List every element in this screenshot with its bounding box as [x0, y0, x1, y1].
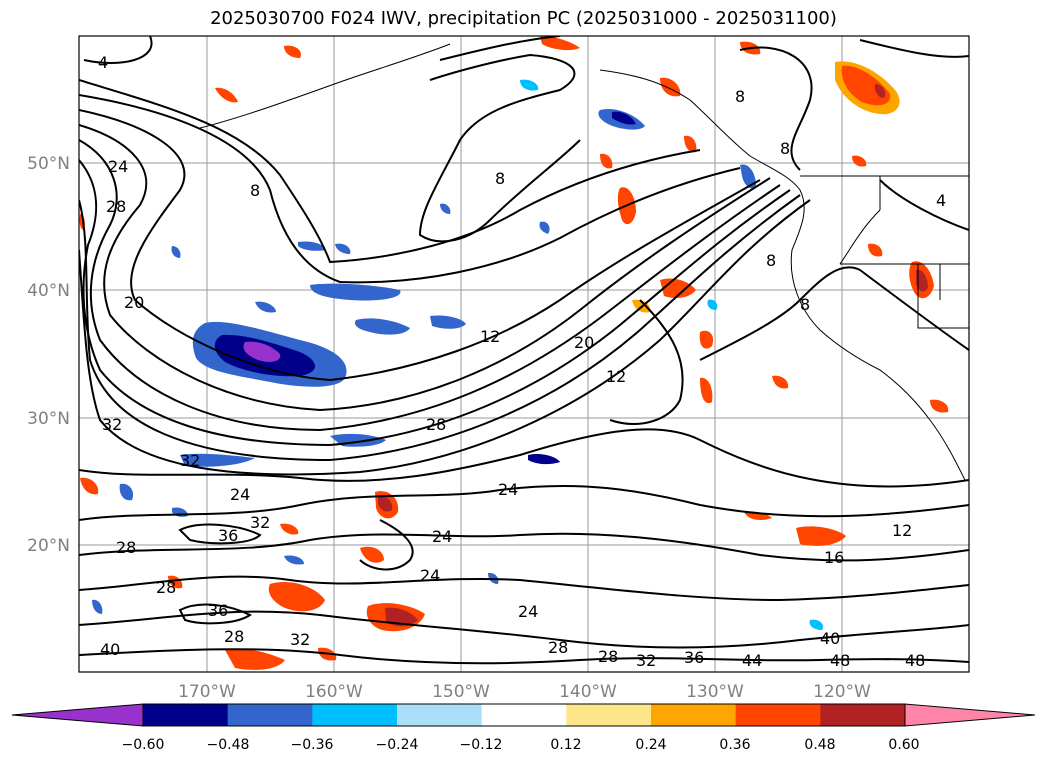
colorbar-segments — [11, 703, 1036, 727]
contour-label: 24 — [230, 485, 250, 504]
contour-label: 36 — [684, 648, 704, 667]
lat-label: 30°N — [27, 409, 70, 429]
contour-label: 24 — [108, 157, 128, 176]
contour-labels: 4 4 8 8 8 8 8 8 12 12 12 16 20 20 24 24 … — [98, 53, 946, 670]
contour-label: 24 — [432, 527, 452, 546]
map-title: 2025030700 F024 IWV, precipitation PC (2… — [210, 8, 837, 29]
colorbar-tick-labels: −0.60 −0.48 −0.36 −0.24 −0.12 0.12 0.24 … — [122, 737, 920, 753]
contour-label: 28 — [548, 638, 568, 657]
contour-label: 8 — [780, 139, 790, 158]
contour-label: 32 — [250, 513, 270, 532]
contour-label: 32 — [180, 451, 200, 470]
contour-label: 16 — [824, 548, 844, 567]
colorbar-segment — [397, 704, 483, 726]
contour-label: 28 — [224, 627, 244, 646]
contour-label: 36 — [208, 601, 228, 620]
contour-label: 8 — [495, 169, 505, 188]
contour-label: 4 — [936, 191, 946, 210]
colorbar-tick-label: 0.48 — [804, 737, 835, 753]
contour-label: 32 — [290, 630, 310, 649]
lon-label: 170°W — [178, 682, 236, 702]
colorbar-tick-label: −0.12 — [460, 737, 503, 753]
contour-label: 28 — [106, 197, 126, 216]
colorbar-extension-low — [11, 703, 144, 727]
lat-label: 50°N — [27, 154, 70, 174]
contour-label: 8 — [766, 251, 776, 270]
lat-label: 20°N — [27, 536, 70, 556]
colorbar-segment — [820, 704, 906, 726]
colorbar-tick-label: −0.36 — [291, 737, 334, 753]
colorbar-segment — [735, 704, 821, 726]
contour-label: 24 — [498, 480, 518, 499]
colorbar-extension-high — [904, 703, 1036, 727]
colorbar-tick-label: −0.24 — [376, 737, 419, 753]
contour-label: 4 — [98, 53, 108, 72]
contour-label: 28 — [598, 647, 618, 666]
lon-label: 130°W — [686, 682, 744, 702]
contour-label: 24 — [420, 566, 440, 585]
contour-label: 12 — [892, 521, 912, 540]
lon-label: 150°W — [432, 682, 490, 702]
contour-label: 8 — [250, 181, 260, 200]
lon-label: 120°W — [813, 682, 871, 702]
colorbar-tick-label: 0.12 — [550, 737, 581, 753]
lon-label: 160°W — [305, 682, 363, 702]
colorbar-tick-label: 0.60 — [888, 737, 919, 753]
contour-label: 8 — [800, 295, 810, 314]
map-frame — [78, 35, 970, 673]
colorbar-segment — [651, 704, 737, 726]
contour-label: 48 — [905, 651, 925, 670]
contour-label: 12 — [606, 367, 626, 386]
contour-label: 32 — [636, 651, 656, 670]
lat-label: 40°N — [27, 281, 70, 301]
precip-positive-shading — [79, 36, 949, 670]
colorbar: −0.60 −0.48 −0.36 −0.24 −0.12 0.12 0.24 … — [11, 703, 1036, 753]
contour-label: 28 — [156, 578, 176, 597]
contour-label: 20 — [124, 293, 144, 312]
contour-label: 40 — [820, 629, 840, 648]
precip-negative-shading — [92, 79, 824, 630]
iwv-contours — [79, 36, 969, 665]
colorbar-segment — [312, 704, 398, 726]
contour-label: 40 — [100, 640, 120, 659]
contour-label: 36 — [218, 526, 238, 545]
contour-label: 48 — [830, 651, 850, 670]
colorbar-segment — [481, 704, 567, 726]
colorbar-segment — [566, 704, 652, 726]
colorbar-tick-label: 0.36 — [719, 737, 750, 753]
contour-label: 12 — [480, 327, 500, 346]
lon-label: 140°W — [559, 682, 617, 702]
colorbar-frame — [142, 703, 906, 727]
contour-label: 44 — [742, 651, 762, 670]
latitude-axis: 50°N 40°N 30°N 20°N — [27, 154, 70, 556]
longitude-axis: 170°W 160°W 150°W 140°W 130°W 120°W — [178, 682, 871, 702]
coastlines — [199, 43, 969, 481]
colorbar-segment — [227, 704, 313, 726]
colorbar-tick-label: 0.24 — [635, 737, 666, 753]
colorbar-tick-label: −0.48 — [207, 737, 250, 753]
contour-label: 20 — [574, 333, 594, 352]
colorbar-segment — [143, 704, 229, 726]
colorbar-tick-label: −0.60 — [122, 737, 165, 753]
contour-label: 32 — [102, 415, 122, 434]
contour-label: 28 — [116, 538, 136, 557]
contour-label: 24 — [518, 602, 538, 621]
contour-label: 28 — [426, 415, 446, 434]
contour-label: 8 — [735, 87, 745, 106]
